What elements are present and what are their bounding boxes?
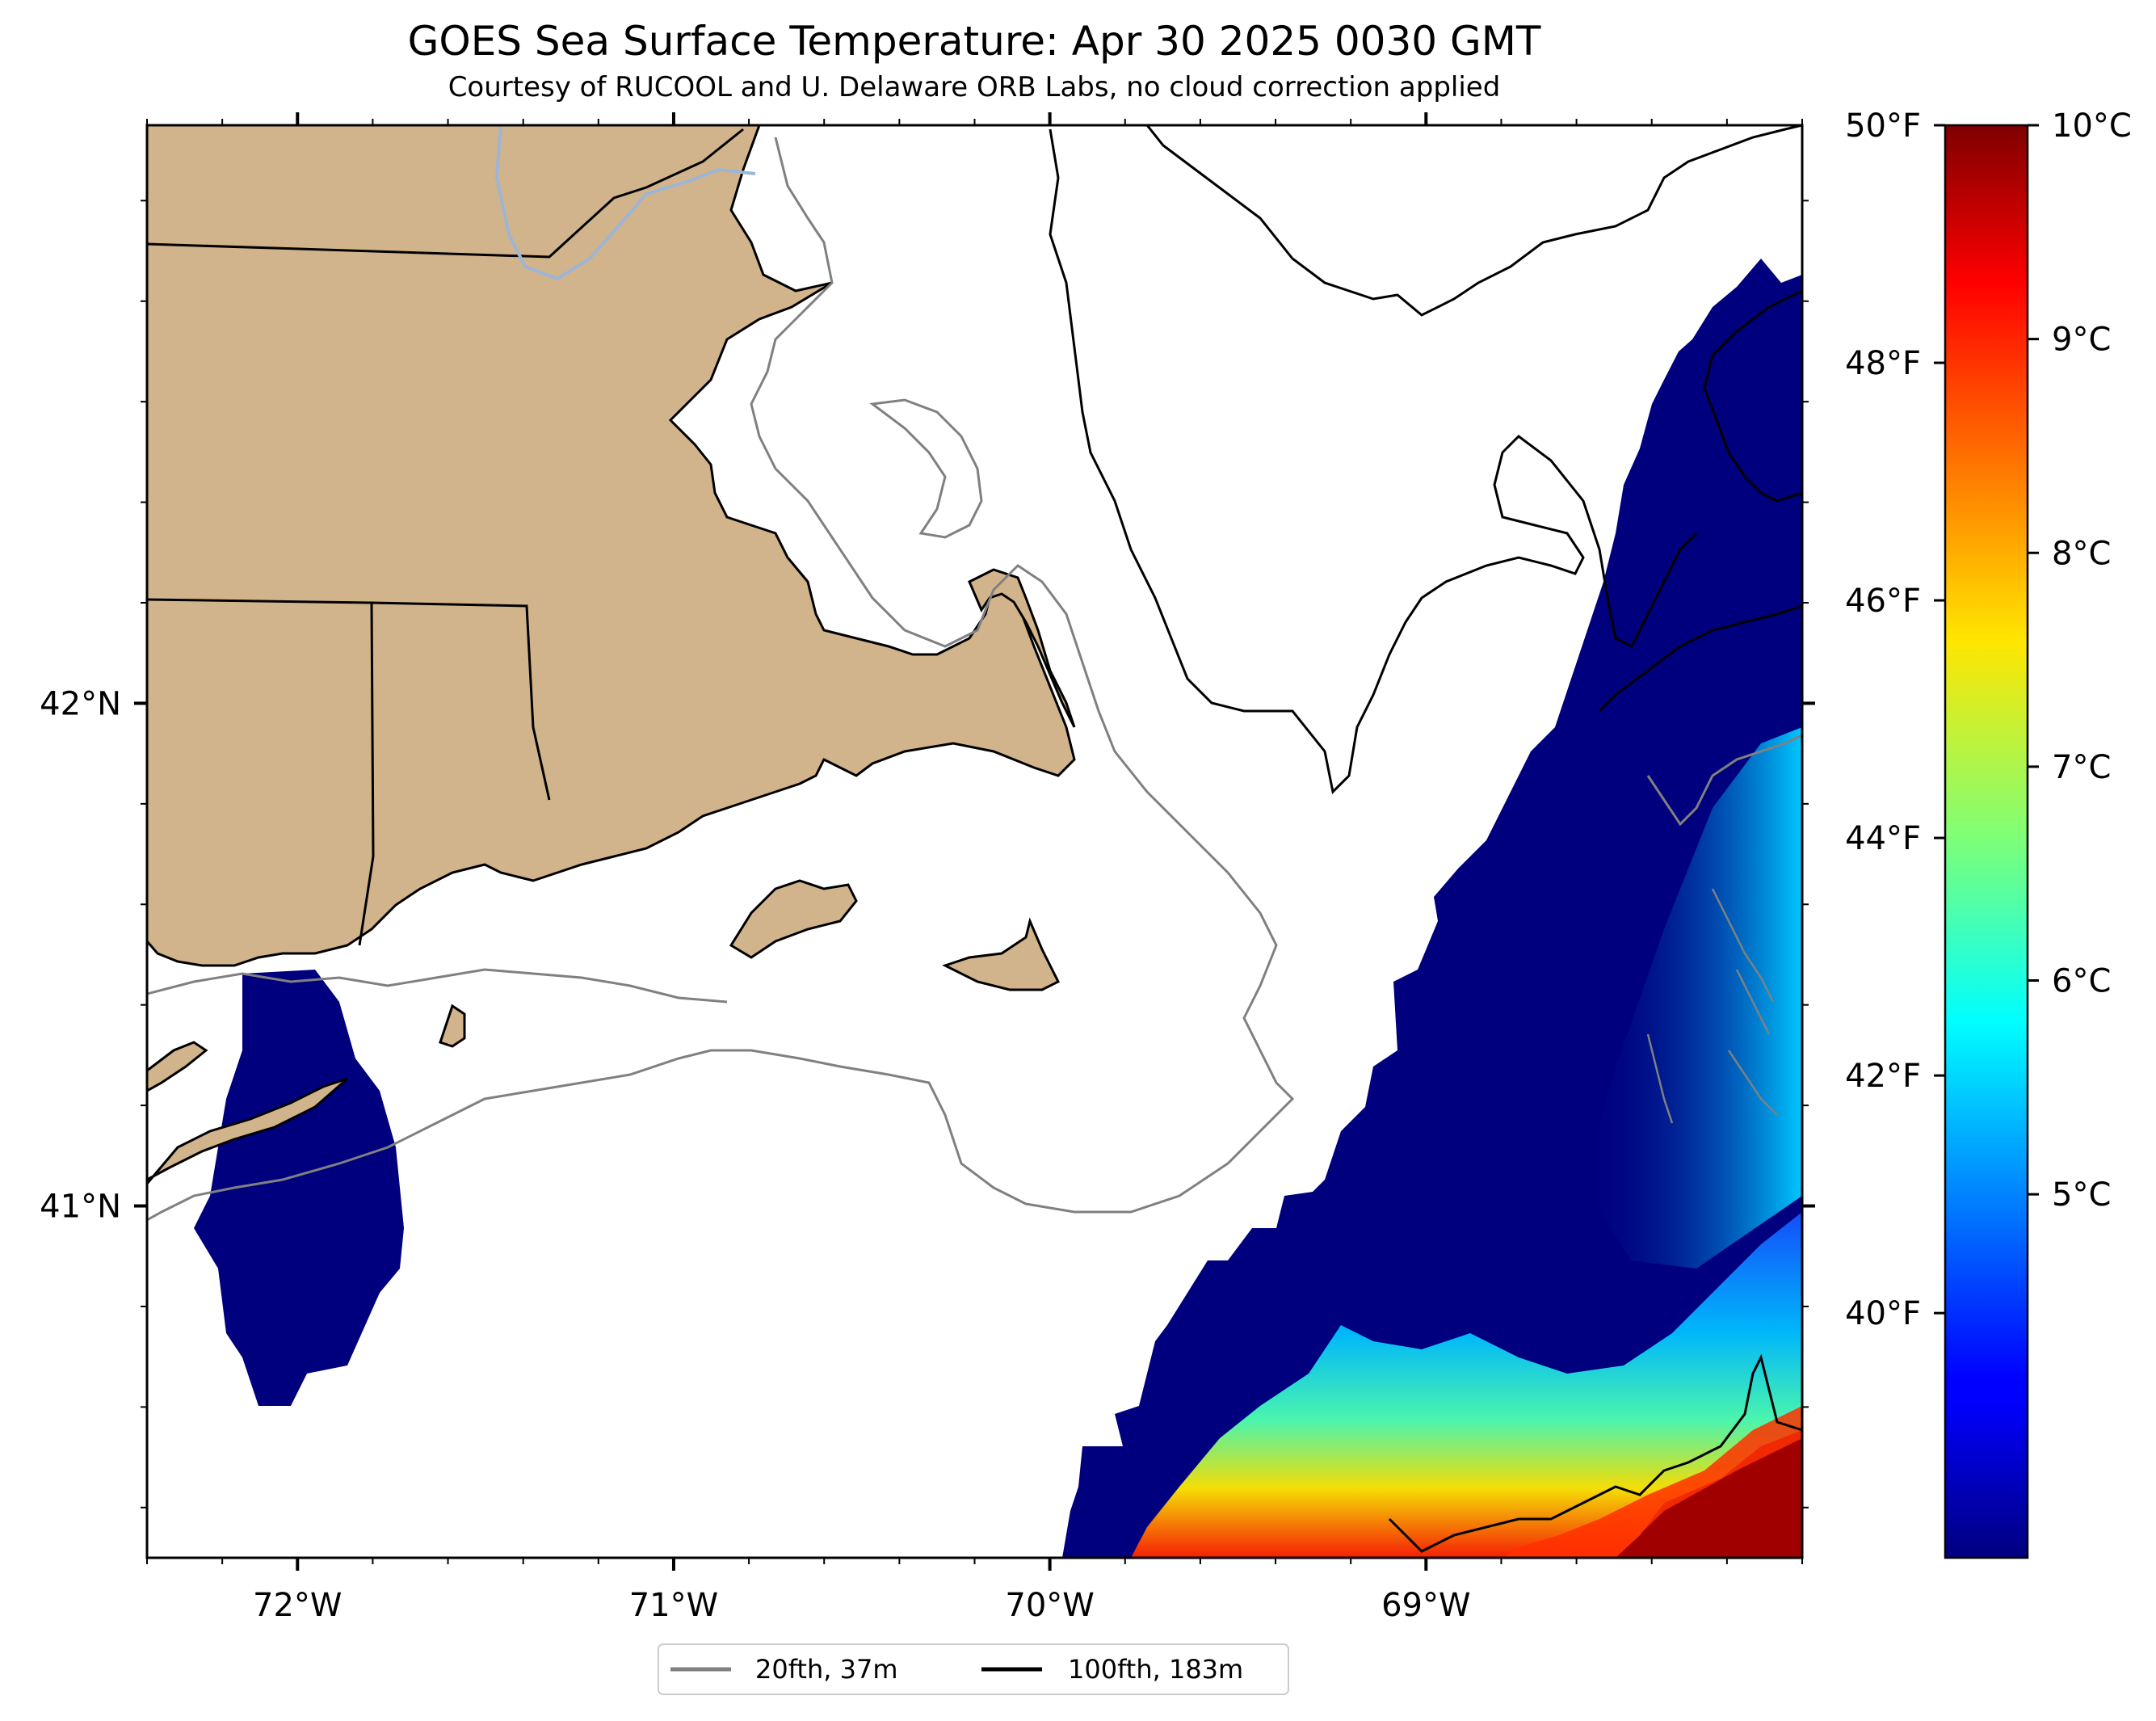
isobath-20fth-shelf xyxy=(147,137,1295,1222)
lat-tick-label: 41°N xyxy=(40,1189,121,1226)
legend-box xyxy=(658,1643,1289,1695)
map-axes: 72°W 71°W 70°W 69°W 42°N 41°N xyxy=(40,112,1815,1624)
fahrenheit-tick-label: 42°F xyxy=(1845,1058,1921,1095)
lat-tick-label: 42°N xyxy=(40,685,121,722)
sst-cold-patch-west xyxy=(194,970,404,1406)
fahrenheit-tick-label: 48°F xyxy=(1845,345,1921,382)
map-panel xyxy=(145,124,1804,1559)
celsius-tick-label: 9°C xyxy=(2052,322,2111,359)
celsius-tick-label: 5°C xyxy=(2052,1176,2111,1214)
map-subtitle: Courtesy of RUCOOL and U. Delaware ORB L… xyxy=(448,71,1501,103)
sst-east-gradient xyxy=(1583,727,1802,1269)
land-long-island xyxy=(147,1077,348,1186)
isobath-100fth-main xyxy=(1049,128,1698,795)
legend: 20fth, 37m 100fth, 183m xyxy=(658,1643,1289,1695)
sst-red-fringe xyxy=(1502,1406,1802,1558)
isobath-20fth-bank xyxy=(869,398,983,539)
fahrenheit-tick-label: 40°F xyxy=(1845,1295,1921,1332)
colorbar: 10°C 9°C 8°C 7°C 6°C 5°C 50°F 48°F 46°F 44°F 42°F 4… xyxy=(1845,107,2132,1559)
isobath-20fth-east xyxy=(1646,734,1802,827)
isobath-20fth-nearshore xyxy=(147,968,728,1004)
sst-hot-corner xyxy=(1616,1430,1802,1558)
lon-tick-label: 70°W xyxy=(1005,1587,1094,1624)
land-north-fork xyxy=(147,1041,208,1092)
coastline-gulf-of-maine xyxy=(1145,125,1802,317)
celsius-tick-label: 8°C xyxy=(2052,535,2111,572)
sst-warm-band xyxy=(1131,1212,1802,1558)
river-merrimack xyxy=(494,125,756,281)
celsius-tick-label: 7°C xyxy=(2052,749,2111,786)
state-boundary-ma-ct-ri xyxy=(147,598,551,801)
isobath-100fth-south xyxy=(1388,1353,1802,1553)
colorbar-ticks: 10°C 9°C 8°C 7°C 6°C 5°C 50°F 48°F 46°F 44°F 42°F 4… xyxy=(1845,107,2132,1332)
land-new-england xyxy=(147,125,1076,967)
colorbar-gradient xyxy=(1944,124,2029,1559)
land-marthas-vineyard xyxy=(729,879,858,959)
lon-tick-label: 72°W xyxy=(253,1587,342,1624)
land-block-island xyxy=(439,1004,466,1048)
state-boundary-nh-ma xyxy=(147,128,744,259)
isobath-20fth-east-shoals xyxy=(1646,888,1778,1124)
land-nantucket xyxy=(942,917,1061,991)
legend-label-100fth: 100fth, 183m xyxy=(1068,1654,1243,1685)
lon-tick-label: 69°W xyxy=(1381,1587,1470,1624)
fahrenheit-tick-label: 44°F xyxy=(1845,820,1921,857)
celsius-tick-label: 10°C xyxy=(2052,107,2132,145)
fahrenheit-tick-label: 46°F xyxy=(1845,583,1921,620)
celsius-tick-label: 6°C xyxy=(2052,963,2111,1000)
state-boundary-ct-ri xyxy=(358,602,375,946)
lon-tick-label: 71°W xyxy=(629,1587,718,1624)
coastline-nova-scotia xyxy=(1703,289,1802,503)
land-cape-cod xyxy=(968,568,1076,728)
legend-label-20fth: 20fth, 37m xyxy=(755,1654,897,1685)
fahrenheit-tick-label: 50°F xyxy=(1845,107,1921,145)
isobath-100fth-shelf-edge xyxy=(1598,604,1802,713)
map-title: GOES Sea Surface Temperature: Apr 30 202… xyxy=(408,18,1541,65)
